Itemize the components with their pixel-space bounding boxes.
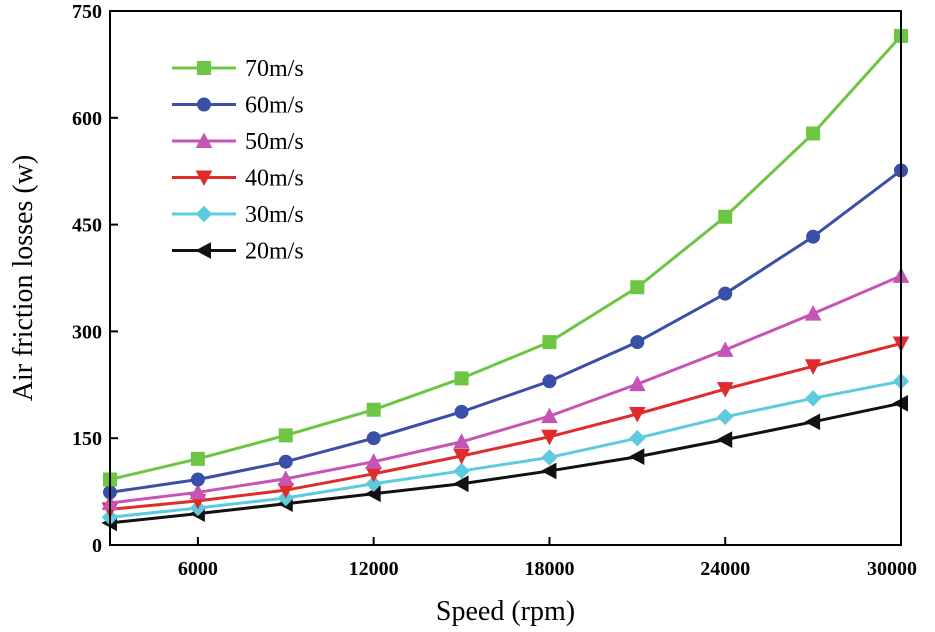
data-point bbox=[277, 470, 295, 486]
legend-item: 50m/s bbox=[172, 129, 304, 155]
series-30m-per-s bbox=[101, 373, 910, 526]
legend-marker bbox=[195, 132, 213, 148]
legend-label: 70m/s bbox=[245, 56, 304, 82]
data-point bbox=[190, 451, 205, 466]
legend-label: 30m/s bbox=[245, 202, 304, 228]
series-line bbox=[109, 379, 902, 519]
data-point bbox=[629, 429, 646, 447]
series-line bbox=[109, 401, 902, 525]
data-point bbox=[806, 229, 821, 244]
legend-marker bbox=[195, 170, 213, 187]
data-point bbox=[716, 341, 734, 357]
data-point bbox=[804, 413, 821, 431]
legend-marker bbox=[195, 205, 213, 223]
data-point bbox=[541, 429, 558, 446]
legend-marker bbox=[195, 242, 211, 259]
legend-item: 30m/s bbox=[172, 202, 304, 228]
data-point bbox=[366, 402, 381, 417]
axes-layer: 0 150 300 450 600 750 6000 12000 18000 24000 30000 bbox=[72, 1, 917, 580]
legend: 70m/s 60m/s 50m/s 40m/s 30m/s 20m/s bbox=[172, 56, 304, 265]
data-point bbox=[366, 431, 381, 446]
data-point bbox=[541, 407, 558, 424]
legend-marker bbox=[197, 97, 211, 112]
data-point bbox=[716, 431, 733, 448]
x-tick-label: 6000 bbox=[178, 558, 218, 580]
data-point bbox=[365, 475, 382, 492]
data-point bbox=[804, 390, 822, 407]
y-tick-label: 0 bbox=[92, 535, 102, 557]
data-point bbox=[453, 449, 470, 465]
data-point bbox=[628, 406, 646, 423]
series-70m-per-s bbox=[103, 28, 908, 487]
data-point bbox=[542, 374, 557, 389]
data-point bbox=[630, 335, 645, 350]
series-layer bbox=[101, 28, 910, 532]
data-point bbox=[452, 475, 469, 493]
legend-label: 20m/s bbox=[245, 239, 304, 265]
data-point bbox=[717, 408, 734, 426]
series-line bbox=[109, 274, 902, 505]
data-point bbox=[716, 382, 734, 398]
data-point bbox=[540, 462, 557, 480]
data-point bbox=[453, 433, 470, 449]
legend-label: 60m/s bbox=[245, 93, 304, 119]
legend-item: 60m/s bbox=[172, 93, 304, 119]
data-point bbox=[628, 448, 645, 466]
data-point bbox=[190, 472, 205, 487]
data-point bbox=[718, 209, 733, 224]
x-tick-label: 18000 bbox=[524, 558, 574, 580]
data-point bbox=[453, 462, 470, 480]
legend-item: 40m/s bbox=[172, 166, 304, 192]
data-point bbox=[365, 453, 383, 469]
y-tick-label: 300 bbox=[72, 321, 102, 343]
y-tick-label: 600 bbox=[72, 108, 102, 130]
legend-item: 70m/s bbox=[172, 56, 304, 82]
data-point bbox=[628, 375, 646, 392]
y-tick-label: 750 bbox=[72, 1, 102, 23]
y-tick-label: 450 bbox=[72, 215, 102, 237]
x-tick-label: 12000 bbox=[349, 558, 399, 580]
legend-marker bbox=[197, 61, 211, 75]
x-tick-label: 24000 bbox=[700, 558, 750, 580]
legend-label: 50m/s bbox=[245, 129, 304, 155]
data-point bbox=[718, 286, 733, 301]
y-tick-label: 150 bbox=[72, 428, 102, 450]
legend-label: 40m/s bbox=[245, 166, 304, 192]
plot-area-frame bbox=[109, 10, 902, 546]
series-line bbox=[109, 342, 902, 511]
x-tick-label: 30000 bbox=[867, 558, 917, 580]
data-point bbox=[278, 454, 293, 469]
y-axis-title: Air friction losses (w) bbox=[8, 155, 39, 402]
data-point bbox=[541, 449, 558, 466]
data-point bbox=[806, 126, 821, 141]
data-point bbox=[454, 404, 469, 419]
data-point bbox=[804, 359, 822, 375]
data-point bbox=[454, 371, 469, 386]
data-point bbox=[630, 280, 645, 295]
data-point bbox=[804, 305, 822, 321]
series-line bbox=[109, 169, 902, 494]
series-line bbox=[109, 34, 903, 481]
data-point bbox=[278, 428, 293, 443]
data-point bbox=[542, 335, 557, 350]
data-point bbox=[189, 483, 207, 500]
legend-item: 20m/s bbox=[172, 239, 304, 265]
x-axis-title: Speed (rpm) bbox=[436, 596, 575, 627]
